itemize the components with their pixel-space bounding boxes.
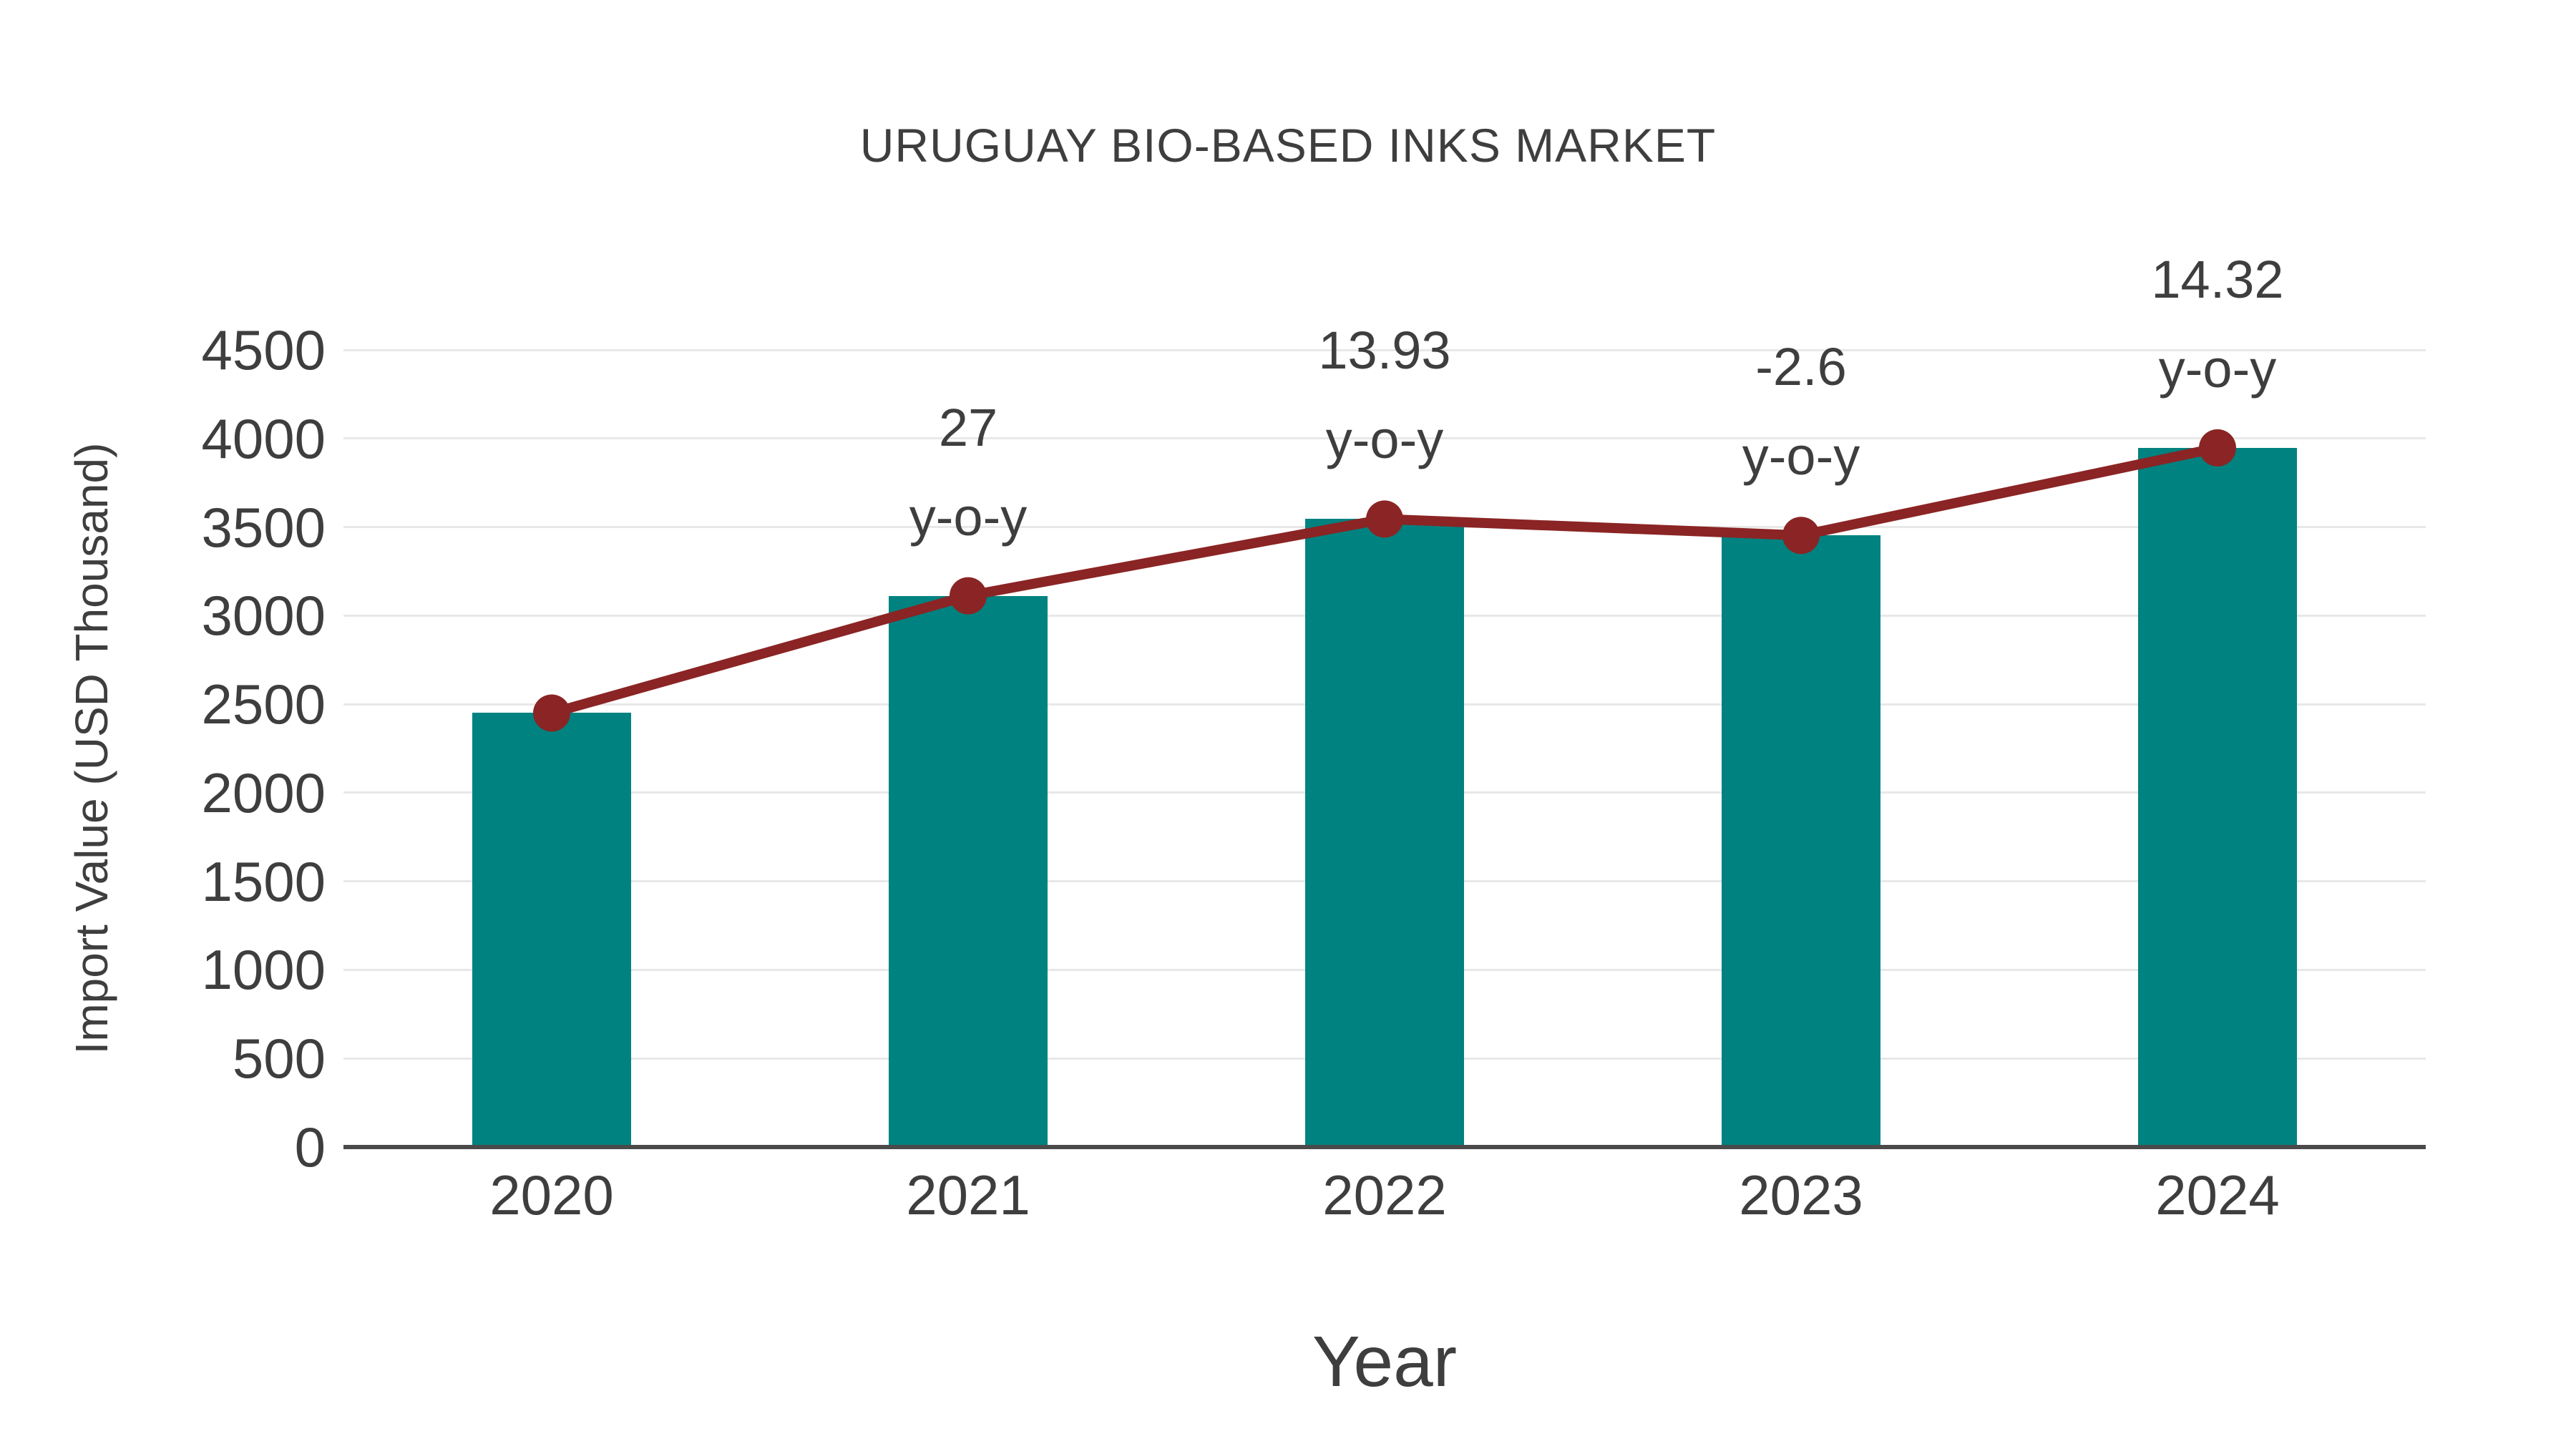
- y-tick-label-3500: 3500: [201, 495, 326, 559]
- data-point-marker-2024: [2199, 429, 2236, 467]
- bar-2022: [1305, 519, 1464, 1147]
- annotation-2024-line2: y-o-y: [2158, 338, 2277, 399]
- chart-title: URUGUAY BIO-BASED INKS MARKET: [859, 119, 1717, 172]
- annotation-2021-line1: 27: [938, 397, 998, 457]
- y-tick-label-1000: 1000: [201, 938, 326, 1002]
- x-tick-label-2021: 2021: [906, 1163, 1030, 1226]
- y-tick-label-2000: 2000: [201, 761, 326, 824]
- x-axis-title: Year: [1312, 1322, 1458, 1402]
- annotation-2023-line2: y-o-y: [1742, 426, 1860, 487]
- bar-2023: [1722, 535, 1880, 1147]
- y-tick-label-1500: 1500: [201, 849, 326, 913]
- bar-2021: [889, 595, 1048, 1147]
- annotation-2021-line2: y-o-y: [909, 487, 1028, 547]
- y-tick-label-2500: 2500: [201, 673, 326, 736]
- x-axis-line: [343, 1145, 2426, 1149]
- y-axis-title: Import Value (USD Thousand): [66, 442, 117, 1055]
- x-tick-label-2024: 2024: [2155, 1163, 2280, 1226]
- annotation-2022-line1: 13.93: [1318, 321, 1451, 381]
- data-point-marker-2022: [1366, 500, 1403, 538]
- y-tick-label-4500: 4500: [201, 318, 326, 381]
- line-series-layer: [533, 429, 2236, 732]
- gridline-4500: [343, 348, 2426, 351]
- x-tick-label-2022: 2022: [1322, 1163, 1447, 1226]
- y-tick-label-0: 0: [294, 1116, 326, 1179]
- gridline-4000: [343, 437, 2426, 440]
- data-point-marker-2021: [950, 577, 987, 615]
- annotation-2022-line2: y-o-y: [1325, 410, 1444, 470]
- data-point-marker-2020: [533, 694, 570, 732]
- bar-2024: [2138, 447, 2297, 1147]
- annotation-2024-line1: 14.32: [2151, 249, 2284, 309]
- y-tick-label-500: 500: [232, 1027, 326, 1091]
- x-tick-label-2020: 2020: [489, 1163, 614, 1226]
- data-point-marker-2023: [1782, 517, 1820, 555]
- x-tick-label-2023: 2023: [1739, 1163, 1863, 1226]
- plot-area: 27 y-o-y 13.93 y-o-y -2.6 y-o-y 14.32 y-o-y: [343, 250, 2426, 1149]
- y-tick-label-4000: 4000: [201, 406, 326, 470]
- bar-2020: [472, 713, 631, 1147]
- annotation-2023-line1: -2.6: [1755, 337, 1847, 397]
- y-tick-label-3000: 3000: [201, 584, 326, 648]
